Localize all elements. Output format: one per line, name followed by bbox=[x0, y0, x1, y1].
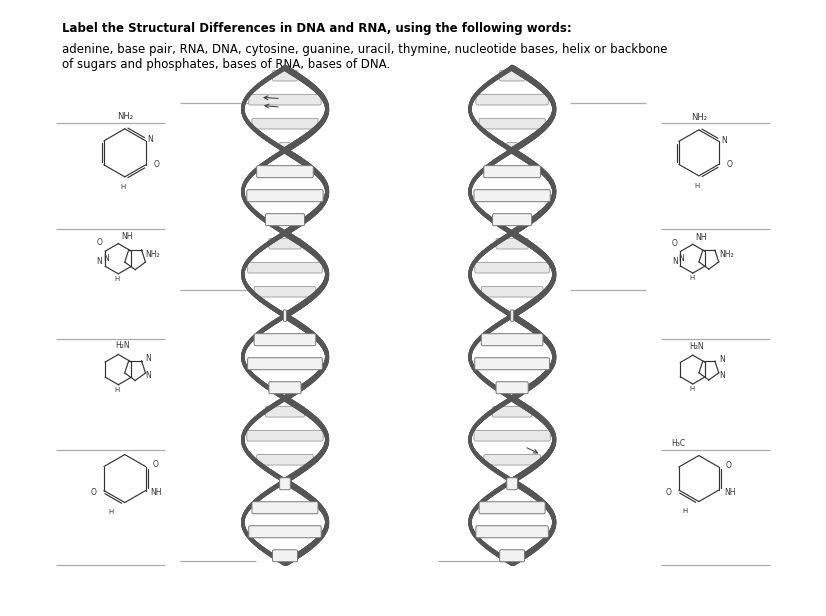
Text: N: N bbox=[145, 354, 151, 363]
Text: O: O bbox=[727, 160, 733, 169]
FancyBboxPatch shape bbox=[484, 455, 540, 465]
Text: NH₂: NH₂ bbox=[116, 112, 133, 121]
Text: O: O bbox=[153, 460, 159, 469]
FancyBboxPatch shape bbox=[476, 94, 548, 105]
Text: H: H bbox=[115, 276, 120, 282]
FancyBboxPatch shape bbox=[280, 478, 290, 490]
FancyBboxPatch shape bbox=[479, 502, 545, 514]
Text: NH: NH bbox=[150, 488, 162, 497]
FancyBboxPatch shape bbox=[273, 549, 297, 562]
Text: H: H bbox=[694, 183, 700, 189]
Text: N: N bbox=[672, 257, 677, 265]
FancyBboxPatch shape bbox=[283, 310, 287, 322]
Text: N: N bbox=[721, 136, 727, 145]
Text: NH₂: NH₂ bbox=[691, 113, 707, 122]
FancyBboxPatch shape bbox=[280, 142, 290, 153]
FancyBboxPatch shape bbox=[500, 549, 525, 562]
Text: O: O bbox=[97, 238, 102, 247]
FancyBboxPatch shape bbox=[249, 94, 321, 105]
Text: H: H bbox=[108, 509, 113, 514]
Text: O: O bbox=[154, 160, 159, 169]
FancyBboxPatch shape bbox=[252, 118, 318, 129]
Text: H: H bbox=[120, 184, 126, 190]
FancyBboxPatch shape bbox=[254, 334, 316, 346]
Text: O: O bbox=[666, 487, 672, 496]
FancyBboxPatch shape bbox=[484, 166, 540, 177]
FancyBboxPatch shape bbox=[496, 382, 528, 394]
FancyBboxPatch shape bbox=[475, 262, 549, 273]
FancyBboxPatch shape bbox=[273, 70, 297, 81]
Text: H₂N: H₂N bbox=[115, 341, 130, 349]
Text: NH: NH bbox=[695, 233, 706, 241]
Text: O: O bbox=[91, 488, 97, 497]
Text: N: N bbox=[719, 371, 724, 379]
FancyBboxPatch shape bbox=[507, 478, 517, 490]
FancyBboxPatch shape bbox=[474, 431, 550, 441]
Text: H₃C: H₃C bbox=[672, 439, 686, 448]
Text: O: O bbox=[726, 461, 732, 469]
FancyBboxPatch shape bbox=[249, 525, 321, 538]
Text: H: H bbox=[689, 275, 695, 281]
Text: O: O bbox=[672, 239, 678, 248]
FancyBboxPatch shape bbox=[265, 214, 305, 225]
FancyBboxPatch shape bbox=[500, 70, 525, 81]
Text: Label the Structural Differences in DNA and RNA, using the following words:: Label the Structural Differences in DNA … bbox=[62, 22, 572, 34]
FancyBboxPatch shape bbox=[476, 525, 548, 538]
Text: N: N bbox=[145, 371, 151, 380]
Text: N: N bbox=[678, 254, 684, 262]
FancyBboxPatch shape bbox=[474, 190, 550, 201]
FancyBboxPatch shape bbox=[257, 166, 313, 177]
FancyBboxPatch shape bbox=[479, 118, 545, 129]
FancyBboxPatch shape bbox=[265, 407, 305, 417]
FancyBboxPatch shape bbox=[252, 502, 318, 514]
FancyBboxPatch shape bbox=[475, 358, 549, 370]
FancyBboxPatch shape bbox=[482, 334, 543, 346]
FancyBboxPatch shape bbox=[248, 358, 322, 370]
Text: N: N bbox=[103, 254, 108, 263]
FancyBboxPatch shape bbox=[254, 286, 316, 297]
Text: N: N bbox=[97, 257, 102, 266]
Text: NH: NH bbox=[121, 232, 132, 241]
FancyBboxPatch shape bbox=[482, 286, 543, 297]
FancyBboxPatch shape bbox=[492, 407, 532, 417]
FancyBboxPatch shape bbox=[257, 455, 313, 465]
Text: H₂N: H₂N bbox=[690, 342, 704, 351]
FancyBboxPatch shape bbox=[248, 262, 322, 273]
FancyBboxPatch shape bbox=[269, 238, 301, 249]
Text: H: H bbox=[115, 387, 120, 392]
FancyBboxPatch shape bbox=[492, 214, 532, 225]
FancyBboxPatch shape bbox=[247, 431, 323, 441]
Text: H: H bbox=[689, 386, 695, 392]
Text: H: H bbox=[683, 508, 688, 514]
Text: NH₂: NH₂ bbox=[719, 249, 733, 259]
Text: adenine, base pair, RNA, DNA, cytosine, guanine, uracil, thymine, nucleotide bas: adenine, base pair, RNA, DNA, cytosine, … bbox=[62, 43, 667, 71]
FancyBboxPatch shape bbox=[507, 142, 517, 153]
Text: N: N bbox=[719, 355, 724, 363]
Text: N: N bbox=[148, 136, 154, 144]
Text: NH₂: NH₂ bbox=[145, 249, 160, 259]
FancyBboxPatch shape bbox=[510, 310, 514, 322]
FancyBboxPatch shape bbox=[269, 382, 301, 394]
FancyBboxPatch shape bbox=[247, 190, 323, 201]
Text: NH: NH bbox=[724, 487, 735, 496]
FancyBboxPatch shape bbox=[496, 238, 528, 249]
